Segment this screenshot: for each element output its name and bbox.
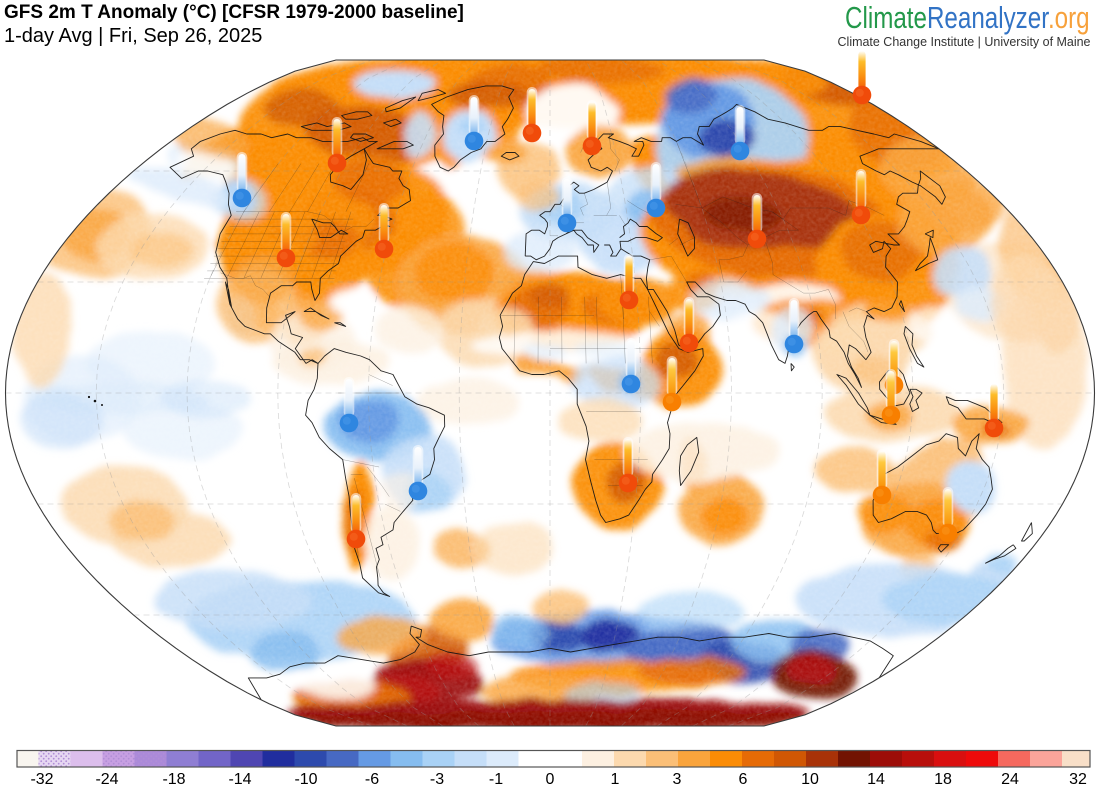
- svg-text:-32: -32: [30, 771, 53, 788]
- svg-text:-6: -6: [365, 771, 379, 788]
- svg-text:10: 10: [801, 771, 819, 788]
- svg-text:6: 6: [739, 771, 748, 788]
- svg-text:-18: -18: [162, 771, 185, 788]
- svg-text:-24: -24: [95, 771, 118, 788]
- svg-text:-10: -10: [294, 771, 317, 788]
- svg-text:3: 3: [673, 771, 682, 788]
- svg-text:-14: -14: [228, 771, 251, 788]
- svg-text:-3: -3: [430, 771, 444, 788]
- svg-text:-1: -1: [489, 771, 503, 788]
- svg-text:32: 32: [1069, 771, 1087, 788]
- svg-text:14: 14: [867, 771, 885, 788]
- svg-text:1: 1: [611, 771, 620, 788]
- svg-text:18: 18: [934, 771, 952, 788]
- svg-text:0: 0: [546, 771, 555, 788]
- svg-text:24: 24: [1001, 771, 1019, 788]
